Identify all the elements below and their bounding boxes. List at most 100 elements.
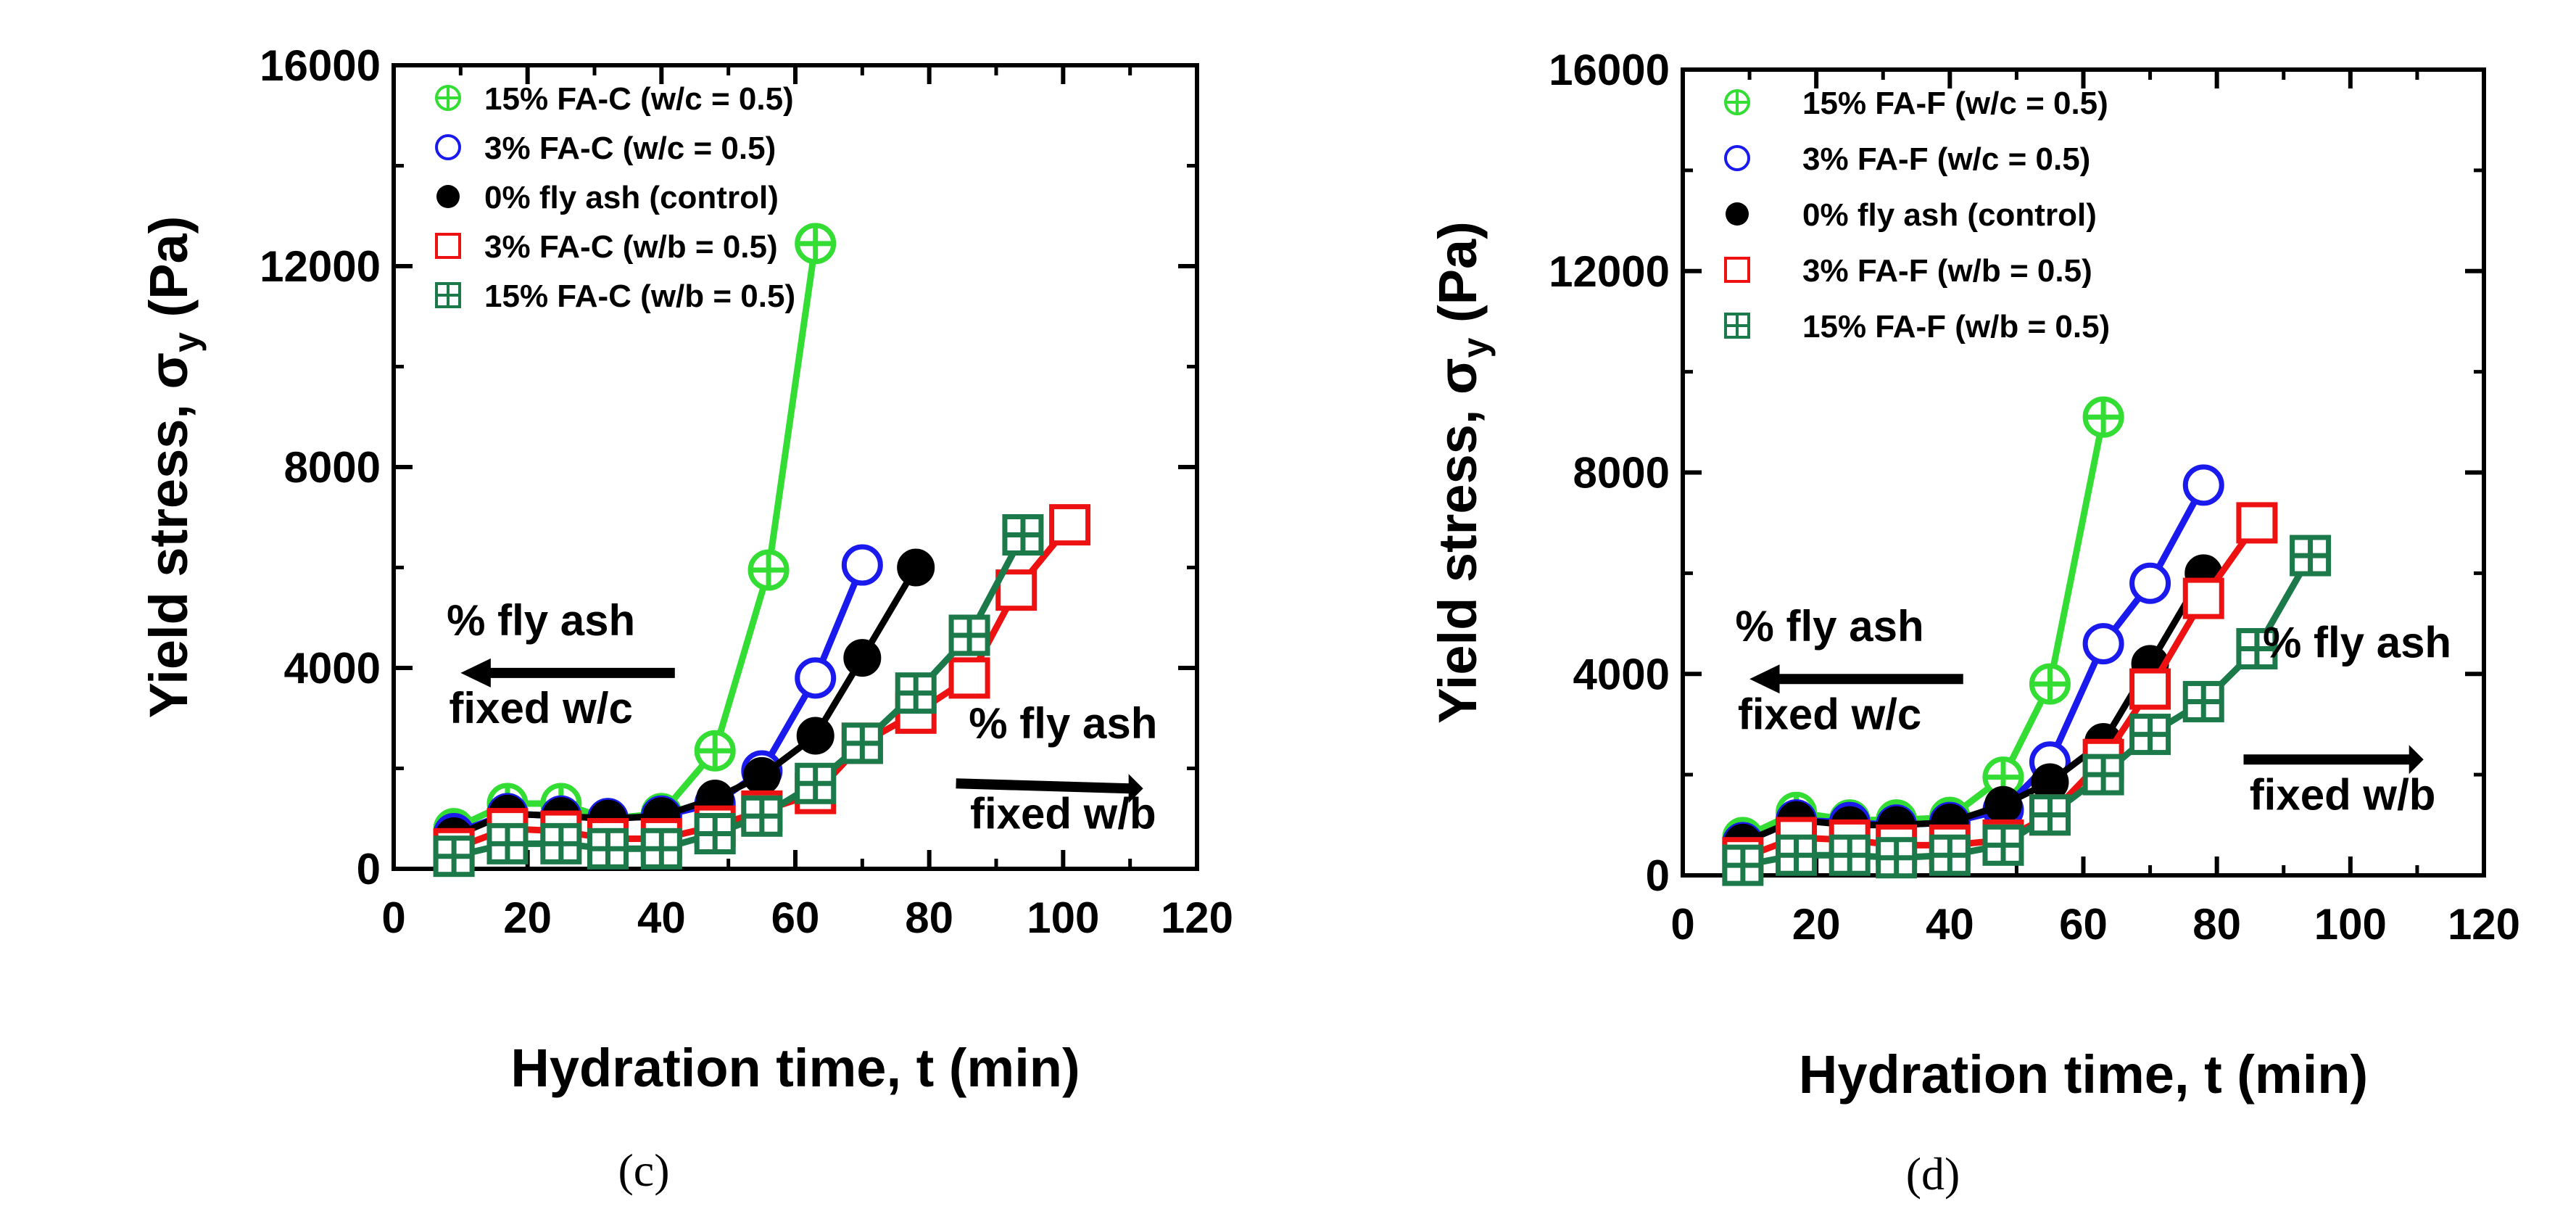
data-point-cross (1004, 516, 1041, 553)
series-line (1742, 571, 2207, 846)
arrow-right-head (2409, 745, 2424, 775)
data-point-cross (1831, 837, 1868, 874)
x-tick-label: 80 (2192, 900, 2241, 949)
y-axis-title: Yield stress, σy (Pa) (1428, 221, 1496, 724)
data-point (948, 657, 990, 699)
data-point-cross (1931, 837, 1968, 874)
data-point-cross (2292, 537, 2329, 574)
arrow-right-head (1128, 774, 1143, 804)
data-point-cross (951, 616, 988, 653)
annotation-right-top: % fly ash (2263, 618, 2451, 666)
y-tick-label: 16000 (1549, 46, 1670, 94)
data-point-cross (797, 765, 834, 802)
y-axis-title-subscript: y (166, 332, 207, 352)
x-tick-label: 80 (905, 893, 953, 942)
data-point (2236, 502, 2278, 544)
data-point-cross (697, 732, 734, 769)
legend-label-4: 15% FA-F (w/b = 0.5) (1802, 309, 2110, 344)
data-point-cross (1724, 847, 1761, 884)
legend: 15% FA-C (w/c = 0.5) 3% FA-C (w/c = 0.5) 0… (435, 81, 795, 314)
data-point-cross (643, 830, 680, 867)
y-axis-title-unit: (Pa) (1428, 221, 1488, 337)
data-point-cross (844, 725, 881, 761)
data-point-cross (2132, 716, 2169, 753)
chart-panel-c: 0 20 40 60 80 100 120 0 4000 8000 12000 16000 Hydrat… (138, 41, 1233, 1196)
x-tick-label: 40 (637, 893, 686, 942)
y-tick-label: 8000 (284, 443, 381, 492)
y-tick-label: 0 (1646, 851, 1670, 900)
data-point (841, 544, 883, 586)
annotation-right-bottom: fixed w/b (970, 790, 1156, 838)
legend-label-2: 0% fly ash (control) (1802, 197, 2097, 233)
legend-marker-cross-0 (436, 86, 460, 110)
data-point (995, 569, 1038, 611)
legend-label-4: 15% FA-C (w/b = 0.5) (484, 278, 795, 314)
legend-label-0: 15% FA-F (w/c = 0.5) (1802, 86, 2108, 121)
data-point (2129, 562, 2171, 604)
x-tick-label: 20 (503, 893, 552, 942)
y-axis-title-main: Yield stress, σ (138, 352, 199, 718)
legend-marker-3 (1724, 257, 1750, 283)
y-axis-title-main: Yield stress, σ (1428, 358, 1488, 723)
x-tick-label: 100 (1027, 893, 1099, 942)
data-point-cross (797, 225, 834, 262)
legend-label-3: 3% FA-C (w/b = 0.5) (484, 229, 778, 265)
panel-caption: (c) (618, 1144, 669, 1196)
legend-marker-cross-4 (436, 284, 460, 307)
data-point (742, 756, 781, 795)
data-point-cross (1778, 837, 1815, 874)
legend-label-0: 15% FA-C (w/c = 0.5) (484, 81, 794, 117)
data-point-cross (589, 830, 626, 867)
x-axis-title: Hydration time, t (min) (510, 1038, 1080, 1098)
chart-panel-d: 0 20 40 60 80 100 120 0 4000 8000 12000 16000 Hydrat… (1428, 46, 2520, 1200)
legend-marker-1 (435, 134, 461, 160)
data-point-cross (2238, 630, 2275, 667)
y-tick-label: 8000 (1573, 449, 1670, 498)
x-tick-label: 120 (2448, 900, 2520, 949)
arrow-left-head (1749, 664, 1780, 694)
series-4 (1722, 534, 2332, 886)
data-point-cross (489, 825, 526, 862)
x-tick-label: 0 (1670, 900, 1694, 949)
arrow-left-head (460, 658, 491, 688)
y-tick-label: 0 (357, 845, 381, 893)
legend-label-1: 3% FA-C (w/c = 0.5) (484, 131, 776, 166)
y-axis-title-subscript: y (1455, 337, 1496, 358)
data-point-cross (2032, 666, 2068, 703)
legend-label-2: 0% fly ash (control) (484, 180, 779, 215)
panel-caption: (d) (1906, 1148, 1960, 1200)
data-point (2082, 623, 2124, 665)
x-tick-label: 60 (2059, 900, 2108, 949)
data-point (2182, 464, 2224, 506)
series-line (452, 566, 919, 840)
legend-marker-3 (435, 233, 461, 259)
legend-marker-cross-4 (1726, 314, 1749, 337)
annotation-right-bottom: fixed w/b (2250, 771, 2436, 820)
x-axis-title: Hydration time, t (min) (1799, 1044, 2368, 1105)
y-tick-label: 12000 (1549, 247, 1670, 296)
x-tick-label: 20 (1792, 900, 1841, 949)
y-tick-label: 16000 (260, 41, 381, 90)
annotation-left-top: % fly ash (1736, 602, 1924, 651)
data-point-cross (2085, 756, 2122, 793)
data-point-cross (2032, 796, 2068, 833)
annotation-left-bottom: fixed w/c (1738, 690, 1921, 739)
x-tick-label: 100 (2314, 900, 2387, 949)
y-tick-label: 4000 (1573, 650, 1670, 698)
x-tick-label: 120 (1161, 893, 1233, 942)
legend-marker-cross-0 (1726, 91, 1749, 114)
legend: 15% FA-F (w/c = 0.5) 3% FA-F (w/c = 0.5) 0… (1724, 86, 2110, 344)
data-point-cross (542, 825, 579, 862)
series-4 (433, 513, 1044, 878)
x-tick-label: 0 (381, 893, 405, 942)
arrow-right-shaft (956, 778, 1130, 794)
data-point-cross (898, 674, 935, 711)
legend-marker-2 (1726, 202, 1749, 226)
data-point (2182, 577, 2224, 619)
data-point (843, 639, 882, 677)
data-point (1984, 785, 2022, 824)
data-point (1049, 504, 1091, 546)
annotation-right-top: % fly ash (969, 699, 1157, 748)
y-tick-label: 12000 (260, 242, 381, 291)
